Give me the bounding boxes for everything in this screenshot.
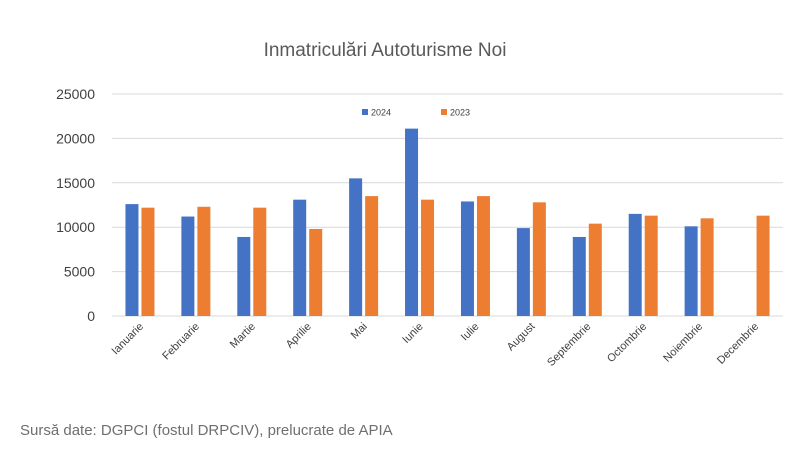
bar-2024-ianuarie [125,204,139,316]
bar-2024-aprilie [293,199,307,316]
bar-2023-august [532,202,546,316]
bar-2024-iunie [405,128,419,316]
x-tick-label: Iulie [459,321,482,344]
bar-2024-iulie [460,201,474,316]
x-tick-label: August [505,321,538,354]
x-tick-label: Octombrie [605,321,649,365]
legend-swatch-2023 [441,109,447,115]
x-tick-label: Iunie [400,321,425,346]
bar-2023-octombrie [644,215,658,316]
y-axis-ticks: 0 5000 10000 15000 20000 25000 [56,86,95,324]
bar-2023-decembrie [756,215,770,316]
x-tick-label: Martie [228,321,258,351]
bar-2023-iulie [476,196,490,316]
x-axis-ticks: Ianuarie Februarie Martie Aprilie Mai Iunie Iu… [109,321,761,369]
bars [125,128,770,316]
y-tick-label: 25000 [56,86,95,102]
bar-2024-martie [237,236,251,316]
y-tick-label: 15000 [56,175,95,191]
x-tick-label: Noiembrie [661,321,705,365]
bar-2023-ianuarie [141,207,155,316]
x-tick-label: Mai [349,321,370,342]
y-tick-label: 0 [87,308,95,324]
y-tick-label: 20000 [56,130,95,146]
y-tick-label: 5000 [64,264,95,280]
bar-2023-noiembrie [700,218,714,316]
x-tick-label: Decembrie [715,321,761,367]
gridlines [112,93,783,317]
bar-2024-noiembrie [684,226,698,316]
source-note: Sursă date: DGPCI (fostul DRPCIV), prelu… [20,422,393,439]
legend: 2024 2023 [362,108,470,118]
chart-title: Inmatriculări Autoturisme Noi [264,40,507,61]
bar-2024-mai [349,178,363,316]
x-tick-label: Ianuarie [109,321,146,358]
y-tick-label: 10000 [56,219,95,235]
x-tick-label: Aprilie [284,321,314,351]
legend-swatch-2024 [362,109,368,115]
bar-2023-februarie [197,206,211,316]
bar-2023-aprilie [309,228,323,316]
bar-2023-septembrie [588,223,602,316]
bar-2024-februarie [181,216,195,316]
bar-2024-septembrie [572,236,586,316]
legend-label-2023: 2023 [450,108,470,118]
bar-2023-mai [365,196,379,316]
legend-label-2024: 2024 [371,108,391,118]
x-tick-label: Februarie [160,321,202,363]
bar-2023-martie [253,207,267,316]
bar-2024-august [516,228,530,316]
bar-2023-iunie [421,199,435,316]
x-tick-label: Septembrie [545,321,593,369]
bar-2024-octombrie [628,213,642,316]
